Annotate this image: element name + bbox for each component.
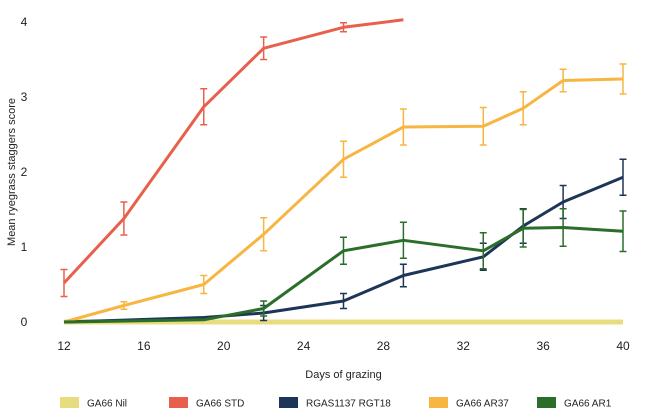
y-tick-label: 2 [21,165,28,179]
x-tick-label: 24 [297,339,311,353]
x-tick-label: 40 [616,339,630,353]
legend-swatch [169,397,188,408]
x-tick-label: 16 [137,339,151,353]
y-tick-label: 3 [21,90,28,104]
legend: GA66 Nil GA66 STD RGAS1137 RGT18 GA66 AR37 G… [60,397,612,410]
legend-item: GA66 AR37 [429,397,509,410]
x-axis-ticks: 12 16 20 24 28 32 36 40 [57,339,630,353]
series-ga66-ar37 [63,63,627,324]
legend-item: GA66 AR1 [537,397,612,410]
legend-swatch [429,397,448,408]
legend-label: GA66 AR37 [456,399,509,410]
legend-swatch [279,397,298,408]
legend-swatch [537,397,556,408]
legend-label: GA66 AR1 [564,399,612,410]
x-tick-label: 32 [457,339,471,353]
x-axis-title: Days of grazing [305,369,381,381]
y-axis-title: Mean ryegrass staggers score [6,98,18,246]
y-axis-ticks: 0 1 2 3 4 [21,15,28,329]
legend-item: RGAS1137 RGT18 [279,397,391,410]
x-tick-label: 20 [217,339,231,353]
y-tick-label: 4 [21,15,28,29]
legend-label: GA66 Nil [87,399,127,410]
series-ga66-std [60,18,404,298]
x-tick-label: 28 [377,339,391,353]
x-tick-label: 36 [536,339,550,353]
series-line [63,226,624,324]
legend-label: RGAS1137 RGT18 [306,399,391,410]
y-tick-label: 0 [21,315,28,329]
legend-label: GA66 STD [196,399,244,410]
series-layer [60,18,627,325]
legend-item: GA66 Nil [60,397,127,410]
series-line [63,77,624,324]
legend-item: GA66 STD [169,397,244,410]
series-ga66-ar1 [63,208,627,324]
series-line [62,18,404,285]
legend-swatch [60,397,79,408]
x-tick-label: 12 [57,339,71,353]
y-tick-label: 1 [21,240,28,254]
